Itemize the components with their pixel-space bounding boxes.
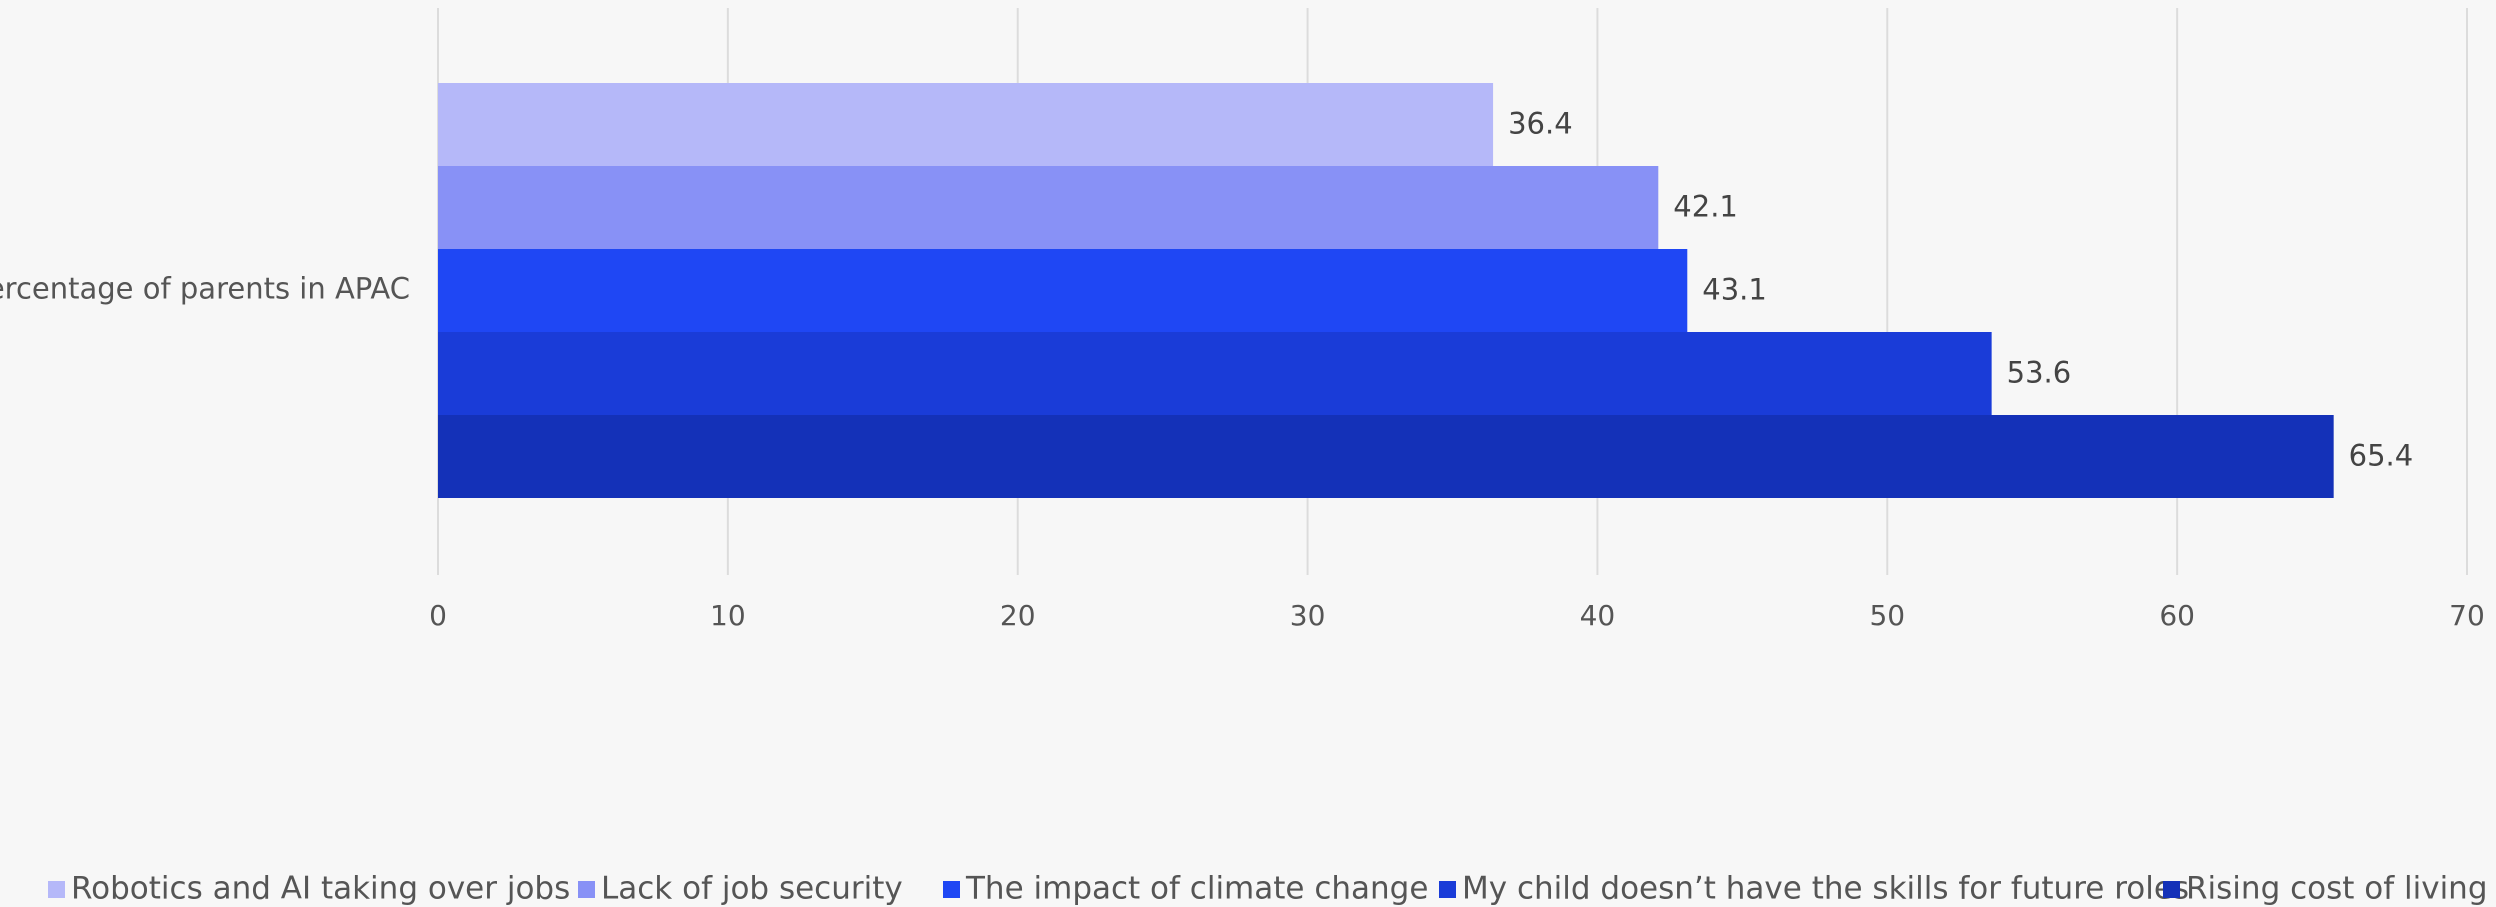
x-tick-label-10: 10: [710, 599, 746, 632]
data-label-4: 53.6: [2007, 356, 2072, 390]
category-label: Percentage of parents in APAC: [0, 272, 410, 306]
data-label-2: 42.1: [1673, 190, 1738, 224]
x-tick-label-20: 20: [1000, 599, 1036, 632]
legend-swatch-1: [48, 881, 65, 898]
x-tick-label-70: 70: [2449, 599, 2485, 632]
legend-label-5: Rising cost of living: [2186, 871, 2488, 907]
x-tick-label-0: 0: [429, 599, 447, 632]
x-tick-label-60: 60: [2159, 599, 2195, 632]
bar-1: [438, 83, 1494, 166]
bar-2: [438, 166, 1659, 249]
legend-label-1: Robotics and AI taking over jobs: [71, 871, 570, 907]
legend-label-3: The impact of climate change: [965, 871, 1428, 907]
data-labels: 36.4 42.1 43.1 53.6 65.4: [1508, 107, 2413, 473]
data-label-1: 36.4: [1508, 107, 1573, 141]
data-label-3: 43.1: [1702, 273, 1767, 307]
x-tick-label-40: 40: [1580, 599, 1616, 632]
bar-series: [438, 83, 2334, 498]
data-label-5: 65.4: [2349, 439, 2414, 473]
legend-swatch-3: [943, 881, 960, 898]
x-axis-ticks: 0 10 20 30 40 50 60 70: [429, 599, 2485, 632]
bar-3: [438, 249, 1688, 332]
x-tick-label-30: 30: [1290, 599, 1326, 632]
legend: Robotics and AI taking over jobs Lack of …: [48, 871, 2488, 907]
x-tick-label-50: 50: [1869, 599, 1905, 632]
bar-4: [438, 332, 1992, 415]
legend-swatch-2: [578, 881, 595, 898]
legend-label-4: My child doesn’t have the skills for fut…: [1462, 871, 2189, 907]
legend-swatch-4: [1439, 881, 1456, 898]
legend-label-2: Lack of job security: [601, 871, 903, 907]
legend-swatch-5: [2163, 881, 2180, 898]
bar-5: [438, 415, 2334, 498]
